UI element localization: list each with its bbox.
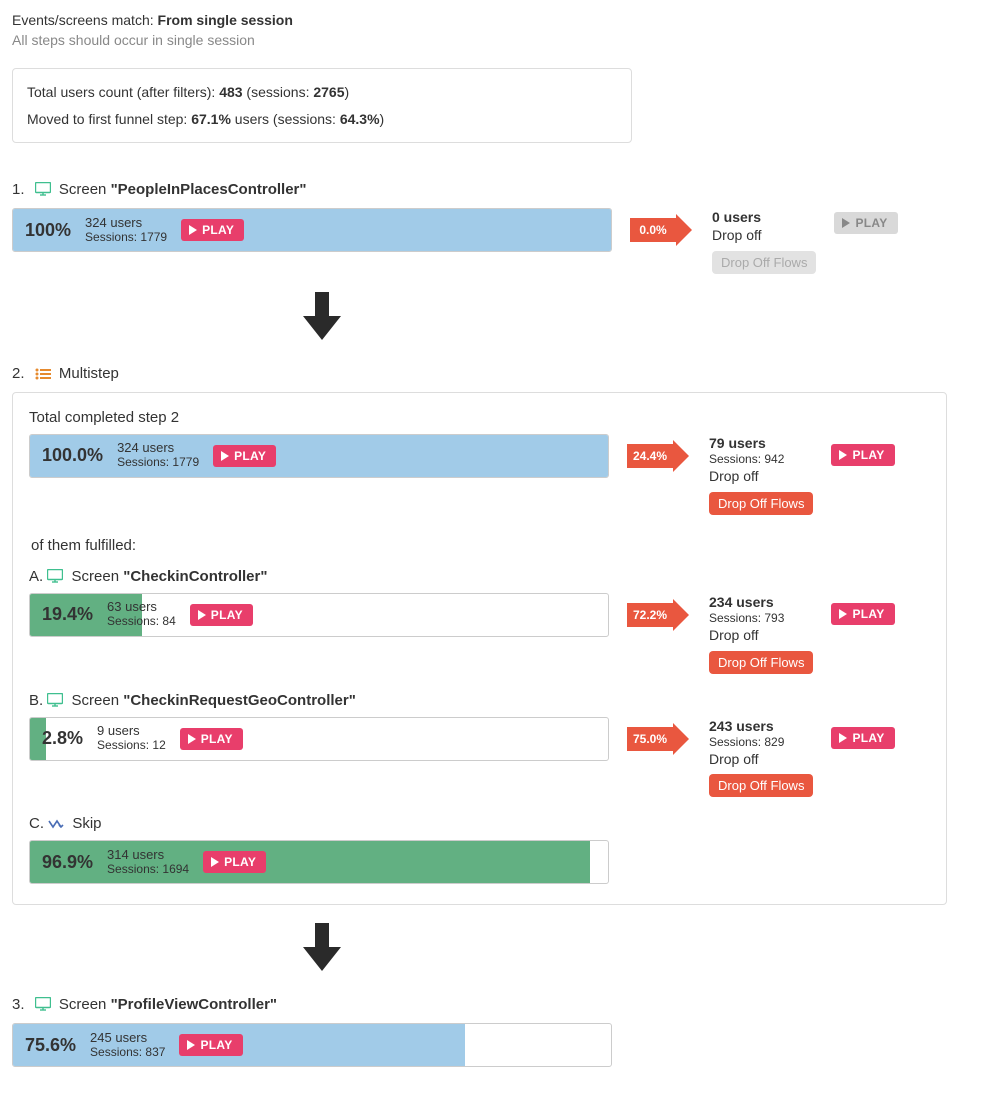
step2-total-dropoff-play-button[interactable]: PLAY bbox=[831, 444, 894, 466]
substep-b-bar: 2.8% 9 users Sessions: 12 PLAY bbox=[29, 717, 609, 761]
screen-label: Screen bbox=[59, 181, 107, 198]
step3-pct: 75.6% bbox=[25, 1035, 76, 1056]
down-arrow-2 bbox=[12, 923, 632, 974]
fulfilled-label: of them fulfilled: bbox=[31, 537, 930, 554]
step1-prefix: 1. bbox=[12, 181, 25, 198]
play-icon bbox=[221, 451, 229, 461]
step2-total-play-button[interactable]: PLAY bbox=[213, 445, 276, 467]
match-mode-value: From single session bbox=[158, 12, 293, 28]
multistep-container: Total completed step 2 100.0% 324 users … bbox=[12, 392, 947, 906]
list-icon bbox=[35, 367, 51, 384]
match-mode-line: Events/screens match: From single sessio… bbox=[12, 12, 980, 28]
summary-box: Total users count (after filters): 483 (… bbox=[12, 68, 632, 143]
match-mode-sub: All steps should occur in single session bbox=[12, 32, 980, 48]
step2-title: 2. Multistep bbox=[12, 365, 980, 384]
step3-play-button[interactable]: PLAY bbox=[179, 1034, 242, 1056]
step1-name: "PeopleInPlacesController" bbox=[111, 181, 307, 198]
step3-bar: 75.6% 245 users Sessions: 837 PLAY bbox=[12, 1023, 612, 1067]
play-icon bbox=[839, 609, 847, 619]
substep-c-play-button[interactable]: PLAY bbox=[203, 851, 266, 873]
play-icon bbox=[198, 610, 206, 620]
substep-b-play-button[interactable]: PLAY bbox=[180, 728, 243, 750]
play-icon bbox=[189, 225, 197, 235]
monitor-icon bbox=[47, 569, 63, 587]
substep-a-play-button[interactable]: PLAY bbox=[190, 604, 253, 626]
play-icon bbox=[187, 1040, 195, 1050]
match-mode-label: Events/screens match: bbox=[12, 12, 158, 28]
substep-a-dropoff-play-button[interactable]: PLAY bbox=[831, 603, 894, 625]
substep-c: C. Skip 96.9% 314 users Sessions: 1694 P… bbox=[29, 815, 930, 884]
play-icon bbox=[842, 218, 850, 228]
step3-prefix: 3. bbox=[12, 996, 25, 1013]
step1-title: 1. Screen "PeopleInPlacesController" bbox=[12, 181, 980, 200]
summary-line-2: Moved to first funnel step: 67.1% users … bbox=[27, 106, 617, 133]
step1-row: 100% 324 users Sessions: 1779 PLAY 0.0% … bbox=[12, 208, 980, 273]
substep-b-dropoff-arrow: 75.0% bbox=[627, 723, 691, 755]
play-icon bbox=[839, 450, 847, 460]
step2-total-dropoff-arrow: 24.4% bbox=[627, 440, 691, 472]
substep-b-dropoff-flows-button[interactable]: Drop Off Flows bbox=[709, 774, 813, 797]
substep-a: A. Screen "CheckinController" 19.4% 63 u… bbox=[29, 568, 930, 674]
substep-c-bar: 96.9% 314 users Sessions: 1694 PLAY bbox=[29, 840, 609, 884]
step1-dropoff-flows-button: Drop Off Flows bbox=[712, 251, 816, 274]
monitor-icon bbox=[47, 693, 63, 711]
step1-bar: 100% 324 users Sessions: 1779 PLAY bbox=[12, 208, 612, 252]
step1-dropoff-arrow: 0.0% bbox=[630, 214, 694, 246]
play-icon bbox=[839, 733, 847, 743]
play-icon bbox=[188, 734, 196, 744]
step2-total-row: 100.0% 324 users Sessions: 1779 PLAY 24.… bbox=[29, 434, 930, 515]
step2-total-dropoff: 79 users Sessions: 942 Drop off Drop Off… bbox=[709, 434, 813, 515]
substep-a-bar: 19.4% 63 users Sessions: 84 PLAY bbox=[29, 593, 609, 637]
step1-counts: 324 users Sessions: 1779 bbox=[85, 216, 167, 245]
substep-b: B. Screen "CheckinRequestGeoController" … bbox=[29, 692, 930, 798]
step1-pct: 100% bbox=[25, 220, 71, 241]
monitor-icon bbox=[35, 997, 51, 1015]
step3-row: 75.6% 245 users Sessions: 837 PLAY bbox=[12, 1023, 980, 1067]
multistep-label: Multistep bbox=[59, 365, 119, 382]
monitor-icon bbox=[35, 182, 51, 200]
step1-dropoff: 0 users Drop off Drop Off Flows bbox=[712, 208, 816, 273]
skip-icon bbox=[48, 817, 64, 834]
play-icon bbox=[211, 857, 219, 867]
step3-title: 3. Screen "ProfileViewController" bbox=[12, 996, 980, 1015]
summary-line-1: Total users count (after filters): 483 (… bbox=[27, 79, 617, 106]
step1-play-button[interactable]: PLAY bbox=[181, 219, 244, 241]
step2-prefix: 2. bbox=[12, 365, 25, 382]
substep-a-dropoff-arrow: 72.2% bbox=[627, 599, 691, 631]
total-completed-label: Total completed step 2 bbox=[29, 409, 930, 426]
substep-a-dropoff-flows-button[interactable]: Drop Off Flows bbox=[709, 651, 813, 674]
step2-total-pct: 100.0% bbox=[42, 445, 103, 466]
step1-dropoff-play-button: PLAY bbox=[834, 212, 897, 234]
substep-b-dropoff-play-button[interactable]: PLAY bbox=[831, 727, 894, 749]
step3-name: "ProfileViewController" bbox=[111, 996, 277, 1013]
step2-total-bar: 100.0% 324 users Sessions: 1779 PLAY bbox=[29, 434, 609, 478]
down-arrow-1 bbox=[12, 292, 632, 343]
step2-total-dropoff-flows-button[interactable]: Drop Off Flows bbox=[709, 492, 813, 515]
